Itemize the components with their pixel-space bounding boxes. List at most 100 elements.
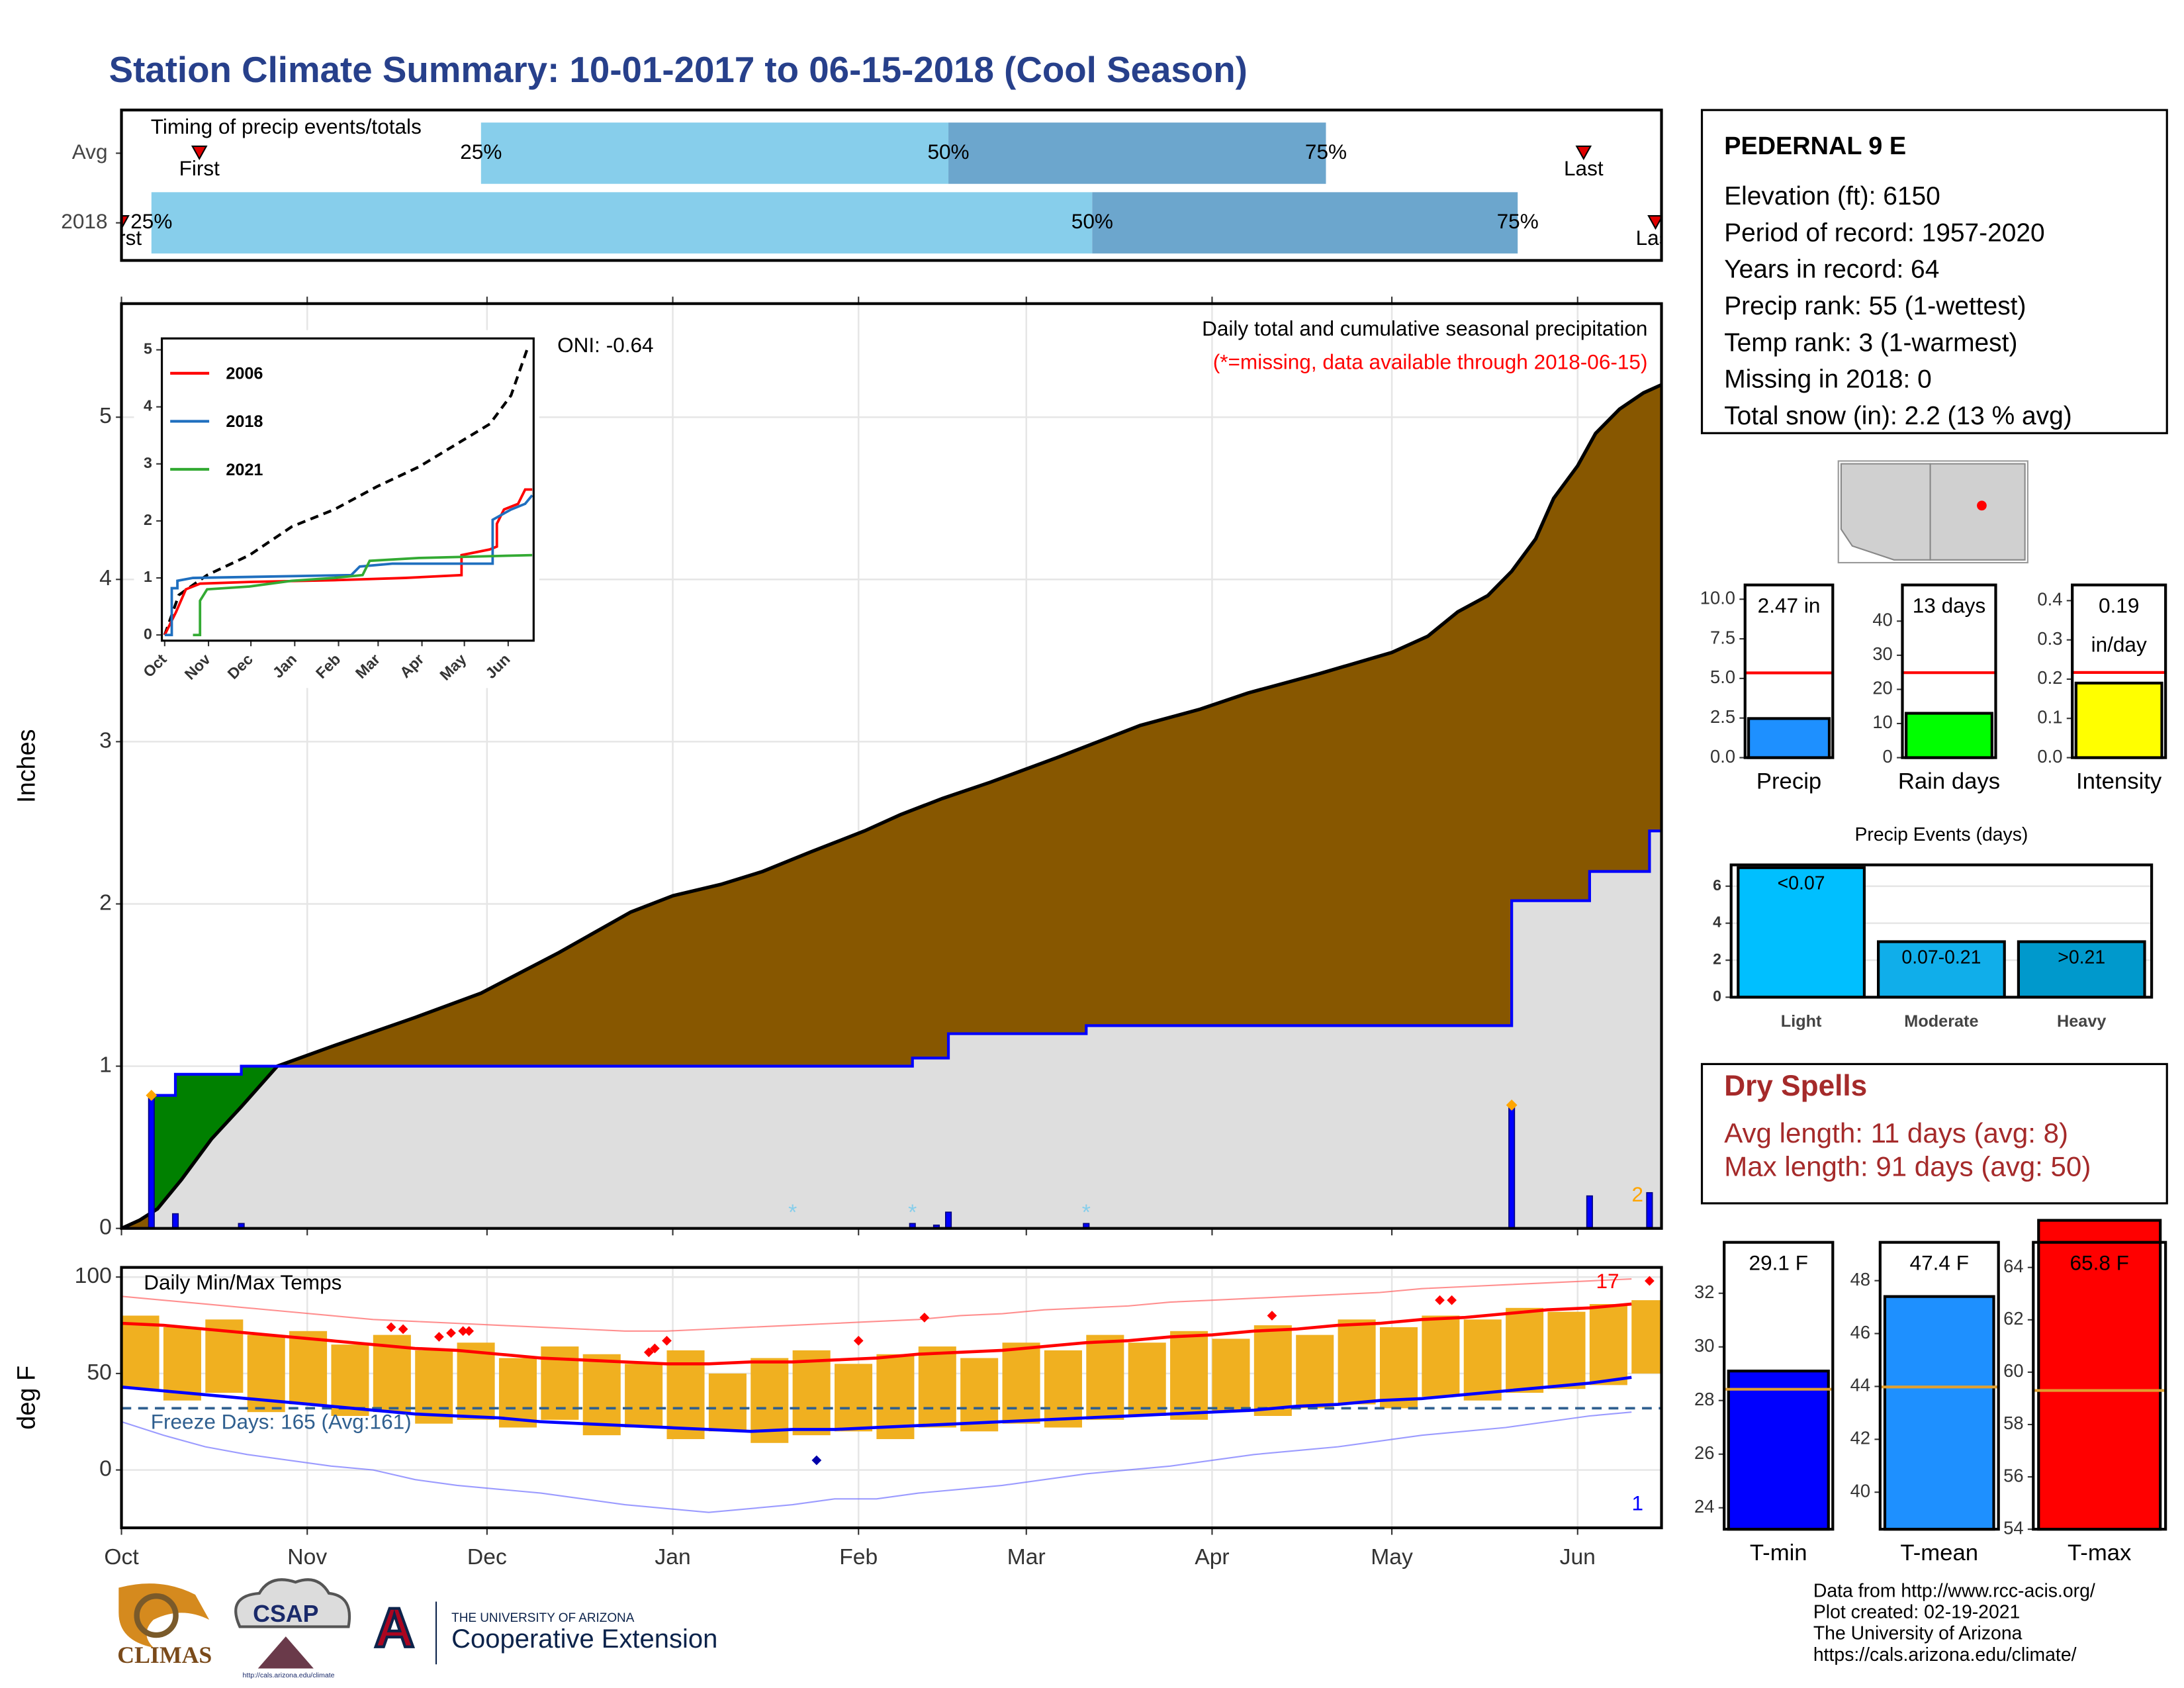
record-marker <box>1435 1295 1445 1305</box>
x-tick-label: Oct <box>104 1545 139 1570</box>
percent-label: 50% <box>927 140 969 164</box>
y-tick-label: 5.0 <box>1710 667 1735 687</box>
page-title: Station Climate Summary: 10-01-2017 to 0… <box>109 49 1248 90</box>
temp-range-bar <box>582 1354 621 1436</box>
marker-label: First <box>101 226 142 250</box>
y-tick-label: 10 <box>1872 712 1892 732</box>
y-tick-label: 7.5 <box>1710 627 1735 647</box>
y-tick-label: 4 <box>1713 914 1721 931</box>
daily-bar <box>944 1211 952 1229</box>
bar <box>1883 1295 1995 1531</box>
season-line <box>121 829 1662 1229</box>
y-tick-label: 48 <box>1850 1269 1870 1289</box>
value-label: 0.19 <box>2099 594 2139 618</box>
x-tick-label: Jan <box>655 1545 690 1570</box>
timing-marker <box>121 215 130 230</box>
missing-note: (*=missing, data available through 2018-… <box>1213 350 1648 373</box>
y-tick-label: 28 <box>1694 1389 1714 1409</box>
annotation: 2 <box>1632 1182 1644 1206</box>
dry-spells-title: Dry Spells <box>1724 1070 1867 1102</box>
y-tick-label: 1 <box>144 568 152 585</box>
station-line: Years in record: 64 <box>1724 256 1939 284</box>
daily-bar <box>171 1213 179 1229</box>
temp-range-bar <box>792 1350 831 1436</box>
dry-spell-line: Avg length: 11 days (avg: 8) <box>1724 1117 2068 1149</box>
bar <box>2074 681 2163 759</box>
unit-label: in/day <box>2091 633 2147 657</box>
y-tick-label: 40 <box>1872 610 1892 630</box>
temp-range-bar <box>960 1358 999 1432</box>
y-tick-label: 5 <box>144 340 152 357</box>
station-box <box>1700 109 2168 434</box>
x-category-label: Intensity <box>2076 769 2162 794</box>
station-name: PEDERNAL 9 E <box>1724 132 1906 160</box>
csap-cloud <box>234 1578 351 1628</box>
timing-marker <box>1647 215 1662 230</box>
temp-title: Daily Min/Max Temps <box>144 1270 341 1294</box>
x-tick-label: Dec <box>467 1545 507 1570</box>
y-tick-label: 3 <box>99 728 112 753</box>
plot-area: * * * 2 <box>121 383 1662 1229</box>
footer-line: Plot created: 02-19-2021 <box>1813 1602 2021 1623</box>
temp-range-bar <box>289 1331 328 1405</box>
y-tick-label: 2.5 <box>1710 706 1735 727</box>
temp-range-bar <box>918 1346 956 1428</box>
y-tick-label: 0.3 <box>2037 628 2062 649</box>
climas-emblem <box>118 1583 210 1648</box>
value-label: 29.1 F <box>1749 1251 1808 1275</box>
x-tick-label: Nov <box>287 1545 327 1570</box>
missing-marker: * <box>1082 1201 1091 1225</box>
temp-range-bar <box>1631 1300 1662 1374</box>
legend-label: 2018 <box>226 412 263 431</box>
record-marker <box>650 1343 660 1354</box>
x-tick-label: Apr <box>1195 1545 1229 1570</box>
series-line <box>164 494 533 637</box>
x-tick-label: May <box>1371 1545 1413 1570</box>
value-label: 13 days <box>1913 594 1986 618</box>
plot-area <box>163 346 533 637</box>
map-arizona <box>1840 463 1931 561</box>
y-tick-label: 0 <box>1883 746 1893 767</box>
timing-subtitle: Timing of precip events/totals <box>151 115 422 138</box>
average-area <box>121 385 1662 1229</box>
temp-range-bar <box>1128 1342 1166 1417</box>
y-tick-label: 56 <box>2003 1465 2023 1485</box>
temp-range-bar <box>1338 1319 1376 1405</box>
avg-max-line <box>121 1302 1632 1366</box>
temp-range-bar <box>1506 1307 1544 1393</box>
y-axis-label: Inches <box>13 729 41 803</box>
temp-range-bar <box>331 1344 369 1417</box>
bin-label: <0.07 <box>1778 873 1825 894</box>
marker-label: First <box>179 156 220 180</box>
x-category-label: Rain days <box>1898 769 2000 794</box>
y-tick-label: 3 <box>144 454 152 471</box>
y-tick-label: 0 <box>99 1457 112 1481</box>
temp-range-bar <box>1044 1350 1082 1428</box>
timing-bar-late <box>1092 192 1518 254</box>
bin-label: >0.21 <box>2058 947 2105 968</box>
record-marker <box>919 1313 930 1323</box>
y-tick-label: 0 <box>99 1215 112 1240</box>
y-tick-label: 4 <box>99 566 112 590</box>
record-marker <box>464 1326 475 1336</box>
bin-label: 0.07-0.21 <box>1901 947 1981 968</box>
y-tick-label: 0.0 <box>1710 746 1735 767</box>
climas-ring <box>134 1593 179 1638</box>
peak-marker <box>1506 1100 1518 1111</box>
temp-range-bar <box>1547 1311 1586 1389</box>
y-tick-label: 0.2 <box>2037 667 2062 688</box>
timing-marker <box>191 145 208 161</box>
locator-map <box>1837 460 2028 564</box>
marker-label: Last <box>1636 226 1676 250</box>
temp-range-bar <box>163 1327 201 1401</box>
timing-bar-early <box>480 122 949 184</box>
temp-range-bar <box>1212 1338 1250 1413</box>
legend-title: Daily total and cumulative seasonal prec… <box>1202 316 1647 340</box>
legend-label: 2006 <box>226 365 263 383</box>
y-tick-label: 30 <box>1694 1335 1714 1356</box>
x-category-label: Light <box>1781 1012 1822 1031</box>
y-tick-label: 60 <box>2003 1360 2023 1381</box>
daily-bar <box>1508 1104 1516 1229</box>
